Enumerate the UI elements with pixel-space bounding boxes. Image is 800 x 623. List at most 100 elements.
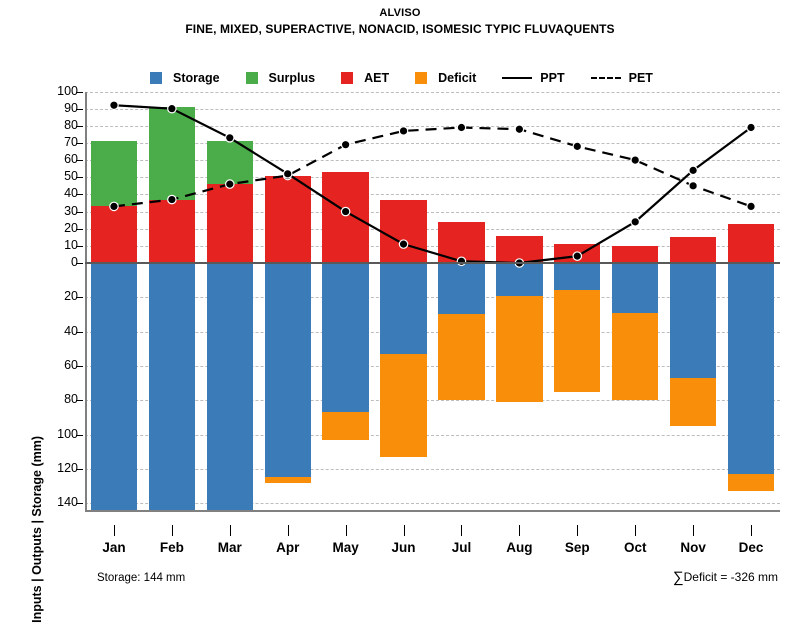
gridline [85, 434, 780, 436]
legend-swatch-icon [245, 72, 258, 84]
x-axis-label-jul: Jul [451, 540, 472, 555]
x-axis-tick [519, 525, 521, 536]
y-axis-tick-label: 10 [64, 237, 78, 252]
legend-item-storage[interactable]: Storage [150, 71, 246, 85]
gridline [85, 211, 780, 213]
legend-item-aet[interactable]: AET [341, 71, 415, 85]
legend-item-deficit[interactable]: Deficit [415, 71, 502, 85]
y-axis-tick-label: 60 [64, 152, 78, 167]
bar-group-jun[interactable] [380, 92, 427, 512]
pet-marker [688, 181, 698, 191]
bar-segment-deficit [438, 314, 485, 401]
grid-lines: 0 10 20 30 40 50 60 70 80 90 100 20 40 60 80 100 120 140 [57, 84, 780, 512]
y-axis-label-text: Inputs | Outputs | Storage (mm) [30, 436, 44, 623]
bar-segment-deficit [727, 473, 775, 492]
y-axis-tick [76, 245, 83, 247]
bar-group-jan[interactable] [90, 92, 138, 512]
y-axis-line [85, 92, 87, 512]
y-axis-tick-label: 20 [64, 220, 78, 235]
bar-segment-storage [264, 263, 311, 478]
bar-segment-aet [148, 199, 196, 263]
solid-line-icon [502, 77, 533, 79]
x-axis-tick [113, 525, 115, 536]
legend-swatch-icon [415, 72, 428, 84]
storage-capacity-note: Storage: 144 mm [97, 572, 186, 584]
bar-group-nov[interactable] [669, 92, 717, 512]
x-axis-label-oct: Oct [623, 540, 647, 555]
y-axis-tick-label: 0 [71, 255, 78, 269]
x-axis-label-jan: Jan [102, 540, 126, 555]
y-axis-tick-label: 70 [64, 134, 78, 149]
ppt-marker [688, 165, 698, 176]
y-axis-tick [76, 263, 83, 264]
bar-group-dec[interactable] [727, 92, 775, 512]
x-axis-label-apr: Apr [276, 540, 300, 555]
gridline [85, 125, 780, 127]
y-axis-tick [76, 297, 83, 299]
bar-segment-storage [669, 263, 717, 378]
pet-marker [514, 124, 525, 135]
page-subtitle: FINE, MIXED, SUPERACTIVE, NONACID, ISOME… [185, 22, 615, 36]
y-axis-tick-label: 40 [64, 186, 78, 201]
chart-title-block: ALVISO FINE, MIXED, SUPERACTIVE, NONACID… [0, 6, 800, 37]
chart-root: ALVISO FINE, MIXED, SUPERACTIVE, NONACID… [0, 6, 800, 623]
x-axis-tick [693, 525, 695, 536]
y-axis-tick [76, 142, 83, 144]
bar-group-jul[interactable] [438, 92, 485, 512]
bar-group-mar[interactable] [206, 92, 253, 512]
legend-label: PPT [540, 71, 565, 85]
bar-segment-deficit [554, 290, 601, 392]
y-axis-tick [76, 125, 83, 127]
page-title: ALVISO [379, 7, 421, 19]
pet-marker [340, 139, 351, 150]
bar-segment-deficit [669, 377, 717, 426]
y-axis-tick [76, 228, 83, 230]
ppt-marker [167, 103, 177, 114]
x-axis-tick [229, 525, 231, 536]
bar-segment-deficit [322, 412, 369, 440]
gridline [85, 297, 780, 299]
bar-segment-deficit [380, 353, 427, 457]
legend-item-pet[interactable]: PET [590, 71, 679, 85]
gridline [85, 177, 780, 179]
bar-series-group [85, 92, 780, 512]
gridline [85, 91, 780, 93]
bar-group-oct[interactable] [612, 92, 659, 512]
bar-segment-aet [727, 223, 775, 263]
y-axis-tick-label: 40 [64, 323, 78, 338]
bar-segment-surplus [148, 106, 196, 200]
bar-group-feb[interactable] [148, 92, 196, 512]
x-axis-tick [577, 525, 579, 536]
bar-segment-deficit [496, 295, 543, 402]
x-axis-labels: Jan Feb Mar Apr May Jun Jul Aug Sep Oct Nov Dec [85, 540, 780, 558]
pet-marker [456, 122, 467, 133]
legend-item-surplus[interactable]: Surplus [245, 71, 342, 85]
pet-marker [109, 201, 119, 212]
gridline [85, 245, 780, 247]
y-axis-tick-label: 100 [57, 426, 78, 441]
bar-segment-aet [90, 206, 138, 263]
bar-group-may[interactable] [322, 92, 369, 512]
y-axis-tick [76, 331, 83, 333]
x-axis-tick [171, 525, 173, 536]
y-axis-tick [76, 365, 83, 367]
y-axis-tick [76, 177, 83, 179]
y-axis-tick-label: 20 [64, 289, 78, 304]
y-axis-tick-label: 60 [64, 357, 78, 372]
y-axis-tick [76, 468, 83, 470]
chart-legend: Storage Surplus AET Deficit PPT PET [150, 68, 750, 88]
bar-segment-deficit [264, 477, 311, 483]
gridline [85, 468, 780, 470]
bar-group-apr[interactable] [264, 92, 311, 512]
bar-segment-storage [496, 263, 543, 296]
x-axis-tick [751, 525, 753, 536]
legend-item-ppt[interactable]: PPT [502, 71, 590, 85]
bar-segment-storage [206, 263, 253, 510]
dashed-line-icon [590, 77, 621, 79]
bar-segment-aet [380, 199, 427, 263]
legend-label: AET [364, 71, 390, 85]
pet-marker [572, 141, 583, 152]
y-axis-tick [76, 108, 83, 110]
ppt-marker [630, 217, 641, 227]
ppt-marker [572, 251, 583, 261]
